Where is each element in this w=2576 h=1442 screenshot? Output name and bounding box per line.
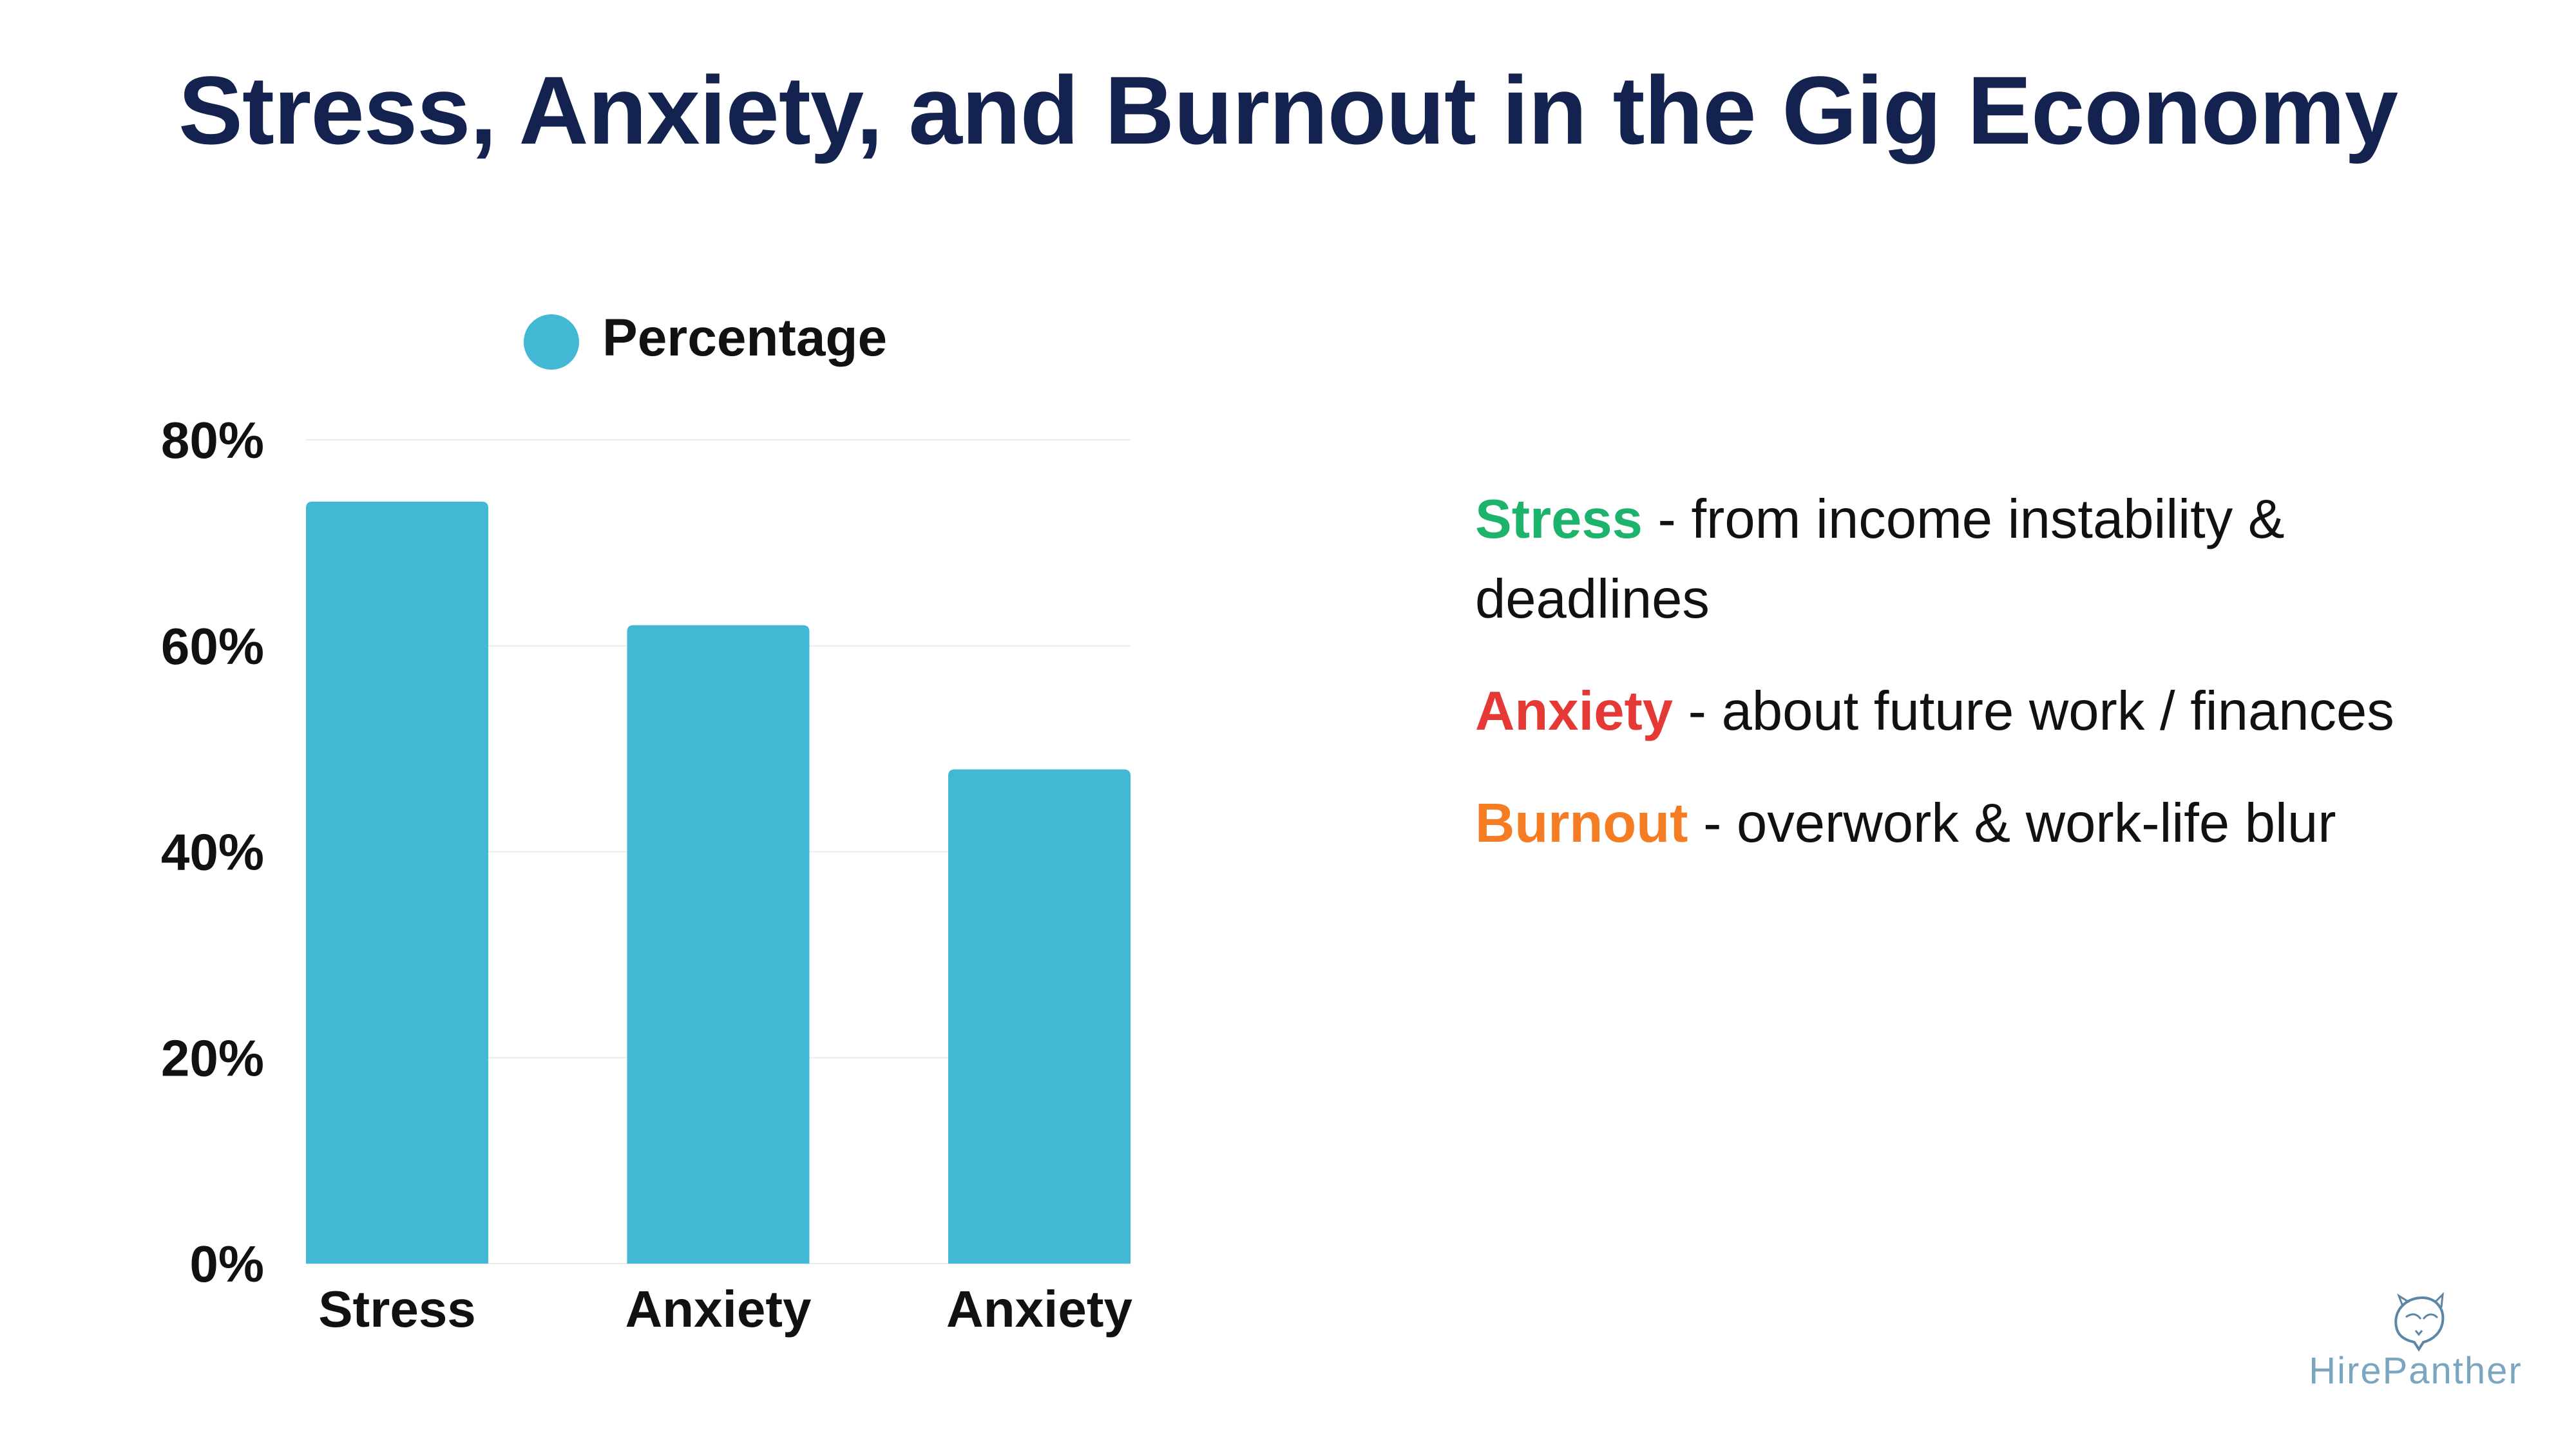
y-tick-label: 40%	[161, 824, 264, 881]
note-anxiety: Anxiety - about future work / finances	[1475, 672, 2506, 752]
note-text: - from income instability & deadlines	[1475, 489, 2285, 630]
bars	[306, 501, 1131, 1264]
legend-swatch	[524, 314, 579, 370]
bar	[306, 501, 488, 1264]
x-tick-label: Anxiety	[625, 1280, 812, 1338]
y-tick-label: 0%	[189, 1235, 264, 1293]
y-tick-label: 60%	[161, 618, 264, 675]
legend-label: Percentage	[602, 308, 887, 367]
note-keyword: Anxiety	[1475, 681, 1674, 742]
x-tick-label: Stress	[318, 1280, 476, 1338]
note-keyword: Burnout	[1475, 793, 1688, 854]
bar	[627, 625, 810, 1264]
note-text: - about future work / finances	[1673, 681, 2394, 742]
notes-panel: Stress - from income instability & deadl…	[1475, 480, 2506, 896]
note-text: - overwork & work-life blur	[1688, 793, 2336, 854]
brand-name: HirePanther	[2309, 1350, 2523, 1392]
note-burnout: Burnout - overwork & work-life blur	[1475, 784, 2506, 864]
note-keyword: Stress	[1475, 489, 1643, 550]
x-axis: Stress Anxiety Anxiety	[318, 1280, 1132, 1338]
chart-title: Stress, Anxiety, and Burnout in the Gig …	[178, 56, 2398, 164]
bar	[948, 769, 1131, 1264]
y-axis: 0% 20% 40% 60% 80%	[161, 412, 264, 1293]
y-tick-label: 20%	[161, 1029, 264, 1086]
x-tick-label: Anxiety	[946, 1280, 1132, 1338]
y-tick-label: 80%	[161, 412, 264, 469]
chart-legend: Percentage	[524, 308, 887, 370]
panther-head-icon	[2394, 1291, 2445, 1352]
note-stress: Stress - from income instability & deadl…	[1475, 480, 2506, 640]
brand-logo: HirePanther	[2293, 1288, 2538, 1398]
